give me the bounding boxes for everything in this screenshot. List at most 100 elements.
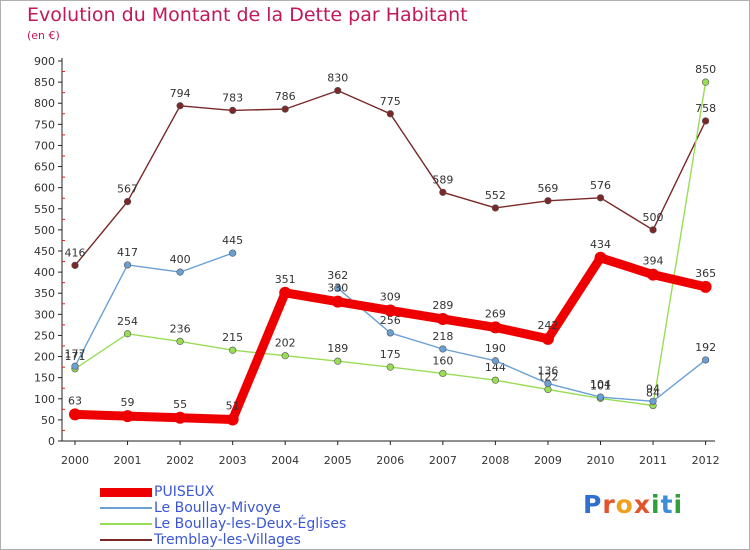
y-tick-label: 200 [34, 351, 55, 364]
data-label: 309 [380, 291, 401, 304]
data-point [701, 117, 710, 125]
data-label: 84 [646, 387, 660, 400]
data-label: 794 [170, 87, 191, 100]
data-point [334, 284, 342, 292]
data-label: 569 [537, 182, 558, 195]
data-point [439, 188, 447, 196]
data-label: 330 [327, 282, 348, 295]
y-tick-label: 400 [34, 266, 55, 279]
x-tick-label: 2005 [324, 454, 352, 467]
x-tick-label: 2004 [271, 454, 299, 467]
data-label: 104 [590, 378, 611, 391]
legend-swatch [100, 487, 152, 497]
y-tick-label: 150 [34, 372, 55, 385]
proxiti-logo: Proxiti [583, 490, 684, 519]
data-point [229, 249, 237, 257]
data-label: 202 [275, 337, 296, 350]
data-point [491, 357, 500, 365]
data-point [649, 397, 657, 405]
legend-swatch [100, 539, 152, 541]
y-tick-label: 550 [34, 203, 55, 216]
chart-subtitle: (en €) [27, 29, 60, 42]
data-point [489, 321, 502, 334]
data-label: 94 [646, 382, 660, 395]
data-point [491, 204, 500, 212]
data-label: 417 [117, 246, 138, 259]
data-point [71, 261, 79, 269]
y-tick-label: 350 [34, 287, 55, 300]
data-point [596, 194, 605, 202]
data-point [439, 369, 447, 378]
data-label: 445 [222, 234, 243, 247]
data-point [386, 363, 394, 371]
data-label: 189 [327, 342, 348, 355]
data-point [229, 346, 237, 354]
y-tick-label: 300 [34, 308, 55, 321]
data-label: 850 [695, 63, 716, 76]
y-tick-label: 600 [34, 182, 55, 195]
data-label: 365 [695, 267, 716, 280]
data-point [436, 312, 449, 325]
y-tick-label: 850 [34, 76, 55, 89]
data-point [439, 345, 447, 353]
x-tick-label: 2008 [481, 454, 509, 467]
x-tick-label: 2001 [114, 454, 142, 467]
data-point [279, 286, 292, 299]
data-label: 101 [590, 379, 611, 392]
data-point [647, 268, 660, 281]
data-label: 51 [226, 399, 240, 412]
data-label: 362 [327, 269, 348, 282]
data-point [281, 352, 289, 360]
data-point [331, 295, 344, 308]
y-tick-label: 450 [34, 245, 55, 258]
y-tick-label: 100 [34, 393, 55, 406]
y-tick-label: 250 [34, 329, 55, 342]
data-point [384, 304, 397, 317]
data-point [229, 106, 237, 114]
data-point [649, 226, 657, 234]
series-line-1 [74, 252, 707, 402]
data-label: 144 [485, 361, 506, 374]
data-point [701, 78, 710, 86]
data-label: 192 [695, 341, 716, 354]
data-label: 351 [275, 273, 296, 286]
data-point [226, 413, 239, 426]
data-label: 416 [65, 246, 86, 259]
x-tick-label: 2010 [587, 454, 615, 467]
data-label: 177 [65, 347, 86, 360]
y-tick-label: 50 [41, 414, 55, 427]
data-label: 136 [537, 365, 558, 378]
data-label: 190 [485, 342, 506, 355]
legend-label: Le Boullay-les-Deux-Églises [154, 516, 347, 532]
data-point [544, 379, 552, 388]
data-label: 160 [432, 354, 453, 367]
data-label: 215 [222, 331, 243, 344]
data-point [594, 251, 607, 264]
data-label: 122 [537, 370, 558, 383]
x-tick-label: 2011 [639, 454, 667, 467]
y-tick-label: 650 [34, 161, 55, 174]
legend-swatch [100, 507, 152, 509]
x-tick-label: 2012 [692, 454, 720, 467]
data-point [701, 356, 710, 364]
chart-title: Evolution du Montant de la Dette par Hab… [27, 4, 468, 26]
data-point [334, 86, 342, 95]
data-label: 289 [432, 299, 453, 312]
data-label: 269 [485, 307, 506, 320]
data-point [596, 393, 605, 401]
x-tick-label: 2006 [376, 454, 404, 467]
y-tick-label: 500 [34, 224, 55, 237]
data-label: 567 [117, 183, 138, 196]
data-point [123, 261, 132, 269]
data-label: 400 [170, 253, 191, 266]
data-point [386, 329, 394, 337]
data-label: 500 [643, 211, 664, 224]
data-label: 786 [275, 90, 296, 103]
y-tick-label: 700 [34, 139, 55, 152]
legend-label: Tremblay-les-Villages [154, 532, 301, 548]
legend-swatch [100, 523, 152, 525]
data-label: 394 [643, 255, 664, 268]
data-label: 576 [590, 179, 611, 192]
